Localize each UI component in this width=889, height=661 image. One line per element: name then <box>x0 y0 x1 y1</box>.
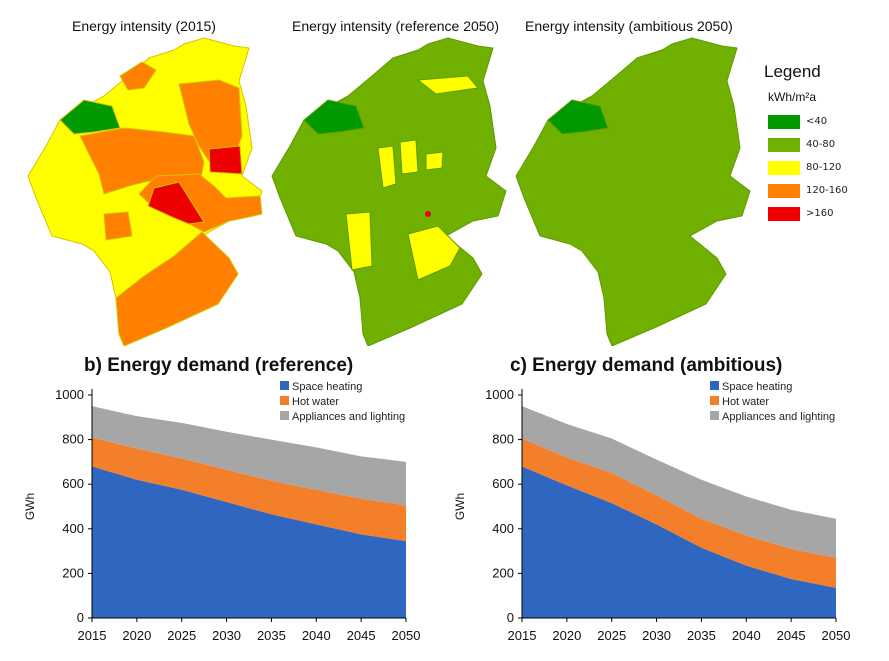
legend-label: 80-120 <box>806 162 842 173</box>
legend-swatch <box>280 381 289 390</box>
legend-label: Space heating <box>722 381 792 393</box>
area-series-appliances-and-lighting <box>92 406 406 506</box>
y-tick-label: 400 <box>62 521 84 536</box>
x-tick-label: 2025 <box>597 628 626 643</box>
x-tick-label: 2040 <box>732 628 761 643</box>
legend-unit: kWh/m²a <box>768 90 816 104</box>
y-tick-label: 0 <box>77 610 84 625</box>
legend-swatch <box>710 381 719 390</box>
x-tick-label: 2035 <box>687 628 716 643</box>
area-series-space-heating <box>522 466 836 618</box>
legend-label: Space heating <box>292 381 362 393</box>
y-tick-label: 800 <box>492 432 514 447</box>
map-title-reference-2050: Energy intensity (reference 2050) <box>292 18 499 34</box>
legend-label: 120-160 <box>806 185 848 196</box>
legend-label: Appliances and lighting <box>722 411 835 423</box>
legend-swatch <box>280 411 289 420</box>
area-series-hot-water <box>92 437 406 542</box>
area-series-space-heating <box>92 466 406 618</box>
y-tick-label: 400 <box>492 521 514 536</box>
x-tick-label: 2015 <box>508 628 537 643</box>
x-tick-label: 2025 <box>167 628 196 643</box>
legend-swatch <box>768 183 800 198</box>
area-series-hot-water <box>522 438 836 588</box>
x-tick-label: 2030 <box>212 628 241 643</box>
energy-intensity-map-reference-2050 <box>271 37 507 346</box>
legend-label: Hot water <box>292 396 339 408</box>
legend-item: 120-160 <box>768 179 882 202</box>
legend-label: 40-80 <box>806 139 836 150</box>
map-title-ambitious-2050: Energy intensity (ambitious 2050) <box>525 18 733 34</box>
y-tick-label: 1000 <box>55 387 84 402</box>
x-tick-label: 2035 <box>257 628 286 643</box>
x-tick-label: 2040 <box>302 628 331 643</box>
legend-item: 80-120 <box>768 156 882 179</box>
legend-label: Appliances and lighting <box>292 411 405 423</box>
x-tick-label: 2045 <box>347 628 376 643</box>
legend-swatch <box>768 160 800 175</box>
x-tick-label: 2050 <box>822 628 851 643</box>
x-tick-label: 2015 <box>78 628 107 643</box>
y-tick-label: 200 <box>62 565 84 580</box>
y-axis-label: GWh <box>453 493 467 520</box>
y-axis-label: GWh <box>23 493 37 520</box>
legend-item: <40 <box>768 110 882 133</box>
x-tick-label: 2030 <box>642 628 671 643</box>
legend-label: Hot water <box>722 396 769 408</box>
y-tick-label: 200 <box>492 565 514 580</box>
map-legend: Legend kWh/m²a <40 40-80 80-120 120-160 >160 <box>762 62 882 225</box>
y-tick-label: 0 <box>507 610 514 625</box>
energy-intensity-map-2015 <box>27 37 263 346</box>
legend-swatch <box>710 396 719 405</box>
energy-demand-reference-chart: 0 200 400 600 800 1000 2015 2020 2025 2030 2035 204… <box>23 381 421 643</box>
legend-swatch <box>280 396 289 405</box>
legend-label: >160 <box>806 208 834 219</box>
legend-label: <40 <box>806 116 828 127</box>
x-tick-label: 2020 <box>122 628 151 643</box>
y-tick-label: 600 <box>492 476 514 491</box>
map-title-2015: Energy intensity (2015) <box>72 18 216 34</box>
x-tick-label: 2050 <box>392 628 421 643</box>
legend-item: >160 <box>768 202 882 225</box>
legend-swatch <box>710 411 719 420</box>
y-tick-label: 600 <box>62 476 84 491</box>
area-series-appliances-and-lighting <box>522 406 836 558</box>
energy-intensity-map-ambitious-2050 <box>515 37 751 346</box>
energy-demand-ambitious-chart: 0 200 400 600 800 1000 2015 2020 2025 2030 2035 204… <box>453 381 851 643</box>
legend-title: Legend <box>764 62 821 81</box>
y-tick-label: 800 <box>62 432 84 447</box>
chart-title-reference: b) Energy demand (reference) <box>84 355 354 376</box>
legend-item: 40-80 <box>768 133 882 156</box>
y-tick-label: 1000 <box>485 387 514 402</box>
chart-title-ambitious: c) Energy demand (ambitious) <box>510 355 783 376</box>
legend-swatch <box>768 206 800 221</box>
legend-swatch <box>768 137 800 152</box>
x-tick-label: 2020 <box>552 628 581 643</box>
x-tick-label: 2045 <box>777 628 806 643</box>
legend-swatch <box>768 114 800 129</box>
